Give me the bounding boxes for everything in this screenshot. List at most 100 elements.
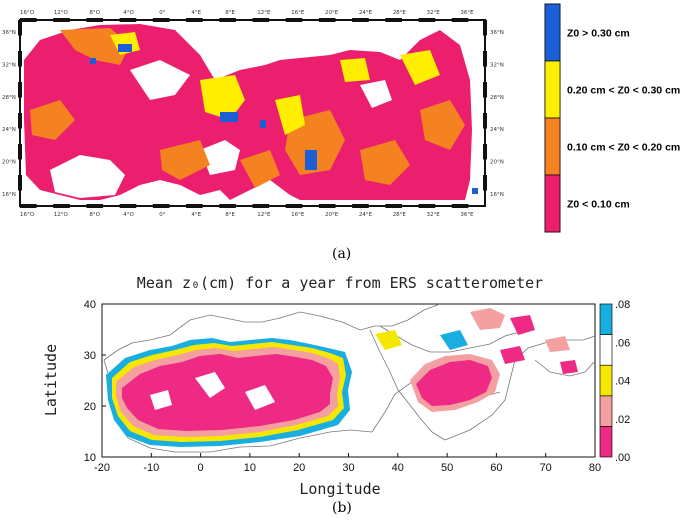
very-high-roughness-spot — [90, 58, 96, 64]
high-roughness-region — [400, 50, 440, 85]
y-tick-label: 20 — [84, 401, 96, 413]
lon-tick-label: 8°E — [225, 212, 235, 218]
lon-tick-label: 4°O — [123, 10, 134, 16]
frame-tick — [285, 18, 303, 22]
lat-tick-label: 28°N — [490, 95, 504, 101]
colorbar-segment — [599, 303, 613, 335]
frame-tick — [285, 204, 303, 208]
x-tick-label: 60 — [490, 462, 502, 474]
colorbar-tick-label: .00 — [615, 452, 630, 464]
frame-tick — [483, 113, 487, 129]
panel-a-roughness-map — [24, 22, 478, 200]
frame-tick — [20, 18, 37, 22]
lon-tick-label: 12°O — [54, 10, 69, 16]
white-gap — [200, 140, 240, 175]
lon-tick-label: 4°E — [191, 10, 201, 16]
panel-a-legend: Z0 > 0.30 cm 0.20 cm < Z0 < 0.30 cm 0.10 c… — [544, 3, 680, 233]
frame-tick — [18, 20, 22, 36]
lon-tick-label: 4°E — [191, 212, 201, 218]
frame-tick — [318, 18, 336, 22]
very-high-roughness-spot — [305, 150, 317, 170]
lat-tick-label: 16°N — [2, 192, 16, 198]
frame-tick — [219, 18, 236, 22]
low-roughness-region — [122, 354, 333, 431]
lon-tick-label: 32°E — [427, 212, 441, 218]
frame-tick — [18, 113, 22, 129]
white-gap — [50, 155, 125, 198]
lat-tick-label: 24°N — [2, 127, 16, 133]
white-gap — [245, 385, 275, 410]
frame-tick — [418, 18, 436, 22]
colorbar-segment — [599, 334, 613, 366]
x-tick-label: 70 — [540, 462, 552, 474]
panel-b-roughness-map — [106, 308, 578, 447]
frame-tick — [483, 144, 487, 160]
lon-tick-label: 36°E — [460, 10, 474, 16]
lon-tick-label: 8°E — [225, 10, 235, 16]
frame-tick — [219, 204, 236, 208]
frame-tick — [252, 18, 270, 22]
x-tick-label: -10 — [143, 462, 159, 474]
legend-swatch — [544, 60, 561, 119]
colorbar-segment — [599, 395, 613, 427]
colorbar-tick-label: .06 — [615, 337, 630, 349]
low-roughness-region — [560, 360, 578, 374]
lat-tick-label: 24°N — [490, 127, 504, 133]
frame-tick — [451, 204, 469, 208]
low-mid-roughness-region — [470, 308, 505, 330]
lon-tick-label: 4°O — [123, 212, 134, 218]
low-roughness-region — [500, 346, 525, 364]
medium-roughness-region — [360, 140, 410, 185]
lon-tick-label: 0° — [159, 212, 165, 218]
mid-roughness-region — [375, 330, 402, 350]
frame-tick — [451, 18, 469, 22]
medium-roughness-region — [240, 150, 280, 188]
frame-tick — [18, 175, 22, 191]
lon-tick-label: 36°E — [460, 212, 474, 218]
frame-tick — [483, 82, 487, 98]
frame-tick — [53, 204, 70, 208]
legend-label: 0.10 cm < Z0 < 0.20 cm — [567, 142, 680, 154]
frame-tick — [186, 204, 203, 208]
high-roughness-region — [200, 75, 245, 120]
white-gap — [360, 80, 392, 108]
x-tick-label: 30 — [342, 462, 354, 474]
low-mid-roughness-region — [545, 336, 570, 352]
lon-tick-label: 12°E — [257, 10, 271, 16]
panel-b-label: (b) — [332, 500, 352, 516]
lon-tick-label: 16°E — [291, 212, 305, 218]
lon-tick-label: 0° — [159, 10, 165, 16]
lon-tick-label: 24°E — [359, 10, 373, 16]
frame-tick — [18, 144, 22, 160]
frame-tick — [86, 18, 104, 22]
lat-tick-label: 36°N — [490, 30, 504, 36]
lon-tick-label: 28°E — [393, 10, 407, 16]
medium-roughness-region — [420, 100, 465, 150]
frame-tick — [385, 18, 402, 22]
x-tick-label: 10 — [244, 462, 256, 474]
lat-tick-label: 36°N — [2, 30, 16, 36]
panel-b-colorbar: .00 .02 .04 .06 .08 — [599, 299, 630, 464]
lat-tick-label: 20°N — [490, 160, 504, 166]
medium-roughness-region — [30, 100, 75, 140]
white-gap — [380, 22, 478, 45]
frame-tick — [119, 204, 137, 208]
panel-a-lat-ticks-left: 36°N 32°N 28°N 24°N 20°N 16°N — [2, 30, 16, 198]
white-gap — [130, 60, 190, 100]
panel-a-label: (a) — [332, 246, 352, 262]
very-high-roughness-spot — [260, 120, 266, 128]
panel-a-frame-ticks — [18, 18, 487, 208]
lon-tick-label: 16°O — [20, 10, 35, 16]
legend-swatch — [544, 3, 561, 62]
x-tick-label: 20 — [293, 462, 305, 474]
frame-tick — [152, 204, 170, 208]
very-high-roughness-spot — [220, 112, 238, 122]
lon-tick-label: 16°O — [20, 212, 35, 218]
panel-a-lon-ticks-top: 16°O 12°O 8°O 4°O 0° 4°E 8°E 12°E 16°E 20°E 24°E 28… — [20, 10, 474, 16]
colorbar-segment — [599, 426, 613, 458]
high-roughness-region — [275, 95, 305, 135]
lon-tick-label: 20°E — [325, 212, 339, 218]
frame-tick — [53, 18, 70, 22]
lon-tick-label: 8°O — [89, 212, 100, 218]
